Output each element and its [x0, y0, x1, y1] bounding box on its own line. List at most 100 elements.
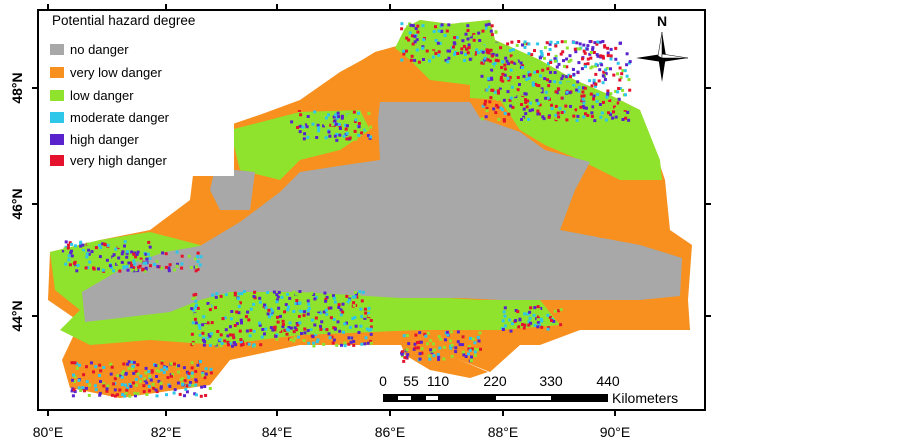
- hazard-cell: [227, 303, 231, 307]
- hazard-cell: [302, 339, 306, 342]
- hazard-cell: [198, 263, 202, 267]
- hazard-cell: [613, 105, 616, 109]
- hazard-cell: [533, 323, 537, 327]
- hazard-cell: [348, 325, 352, 329]
- hazard-cell: [436, 41, 440, 45]
- hazard-cell: [439, 337, 443, 341]
- hazard-cell: [323, 291, 327, 295]
- hazard-cell: [337, 303, 341, 307]
- hazard-cell: [541, 68, 545, 72]
- hazard-cell: [194, 321, 198, 325]
- hazard-cell: [344, 127, 348, 131]
- hazard-cell: [354, 324, 358, 328]
- hazard-cell: [524, 100, 528, 104]
- hazard-cell: [477, 31, 481, 35]
- hazard-cell: [191, 321, 195, 325]
- hazard-cell: [176, 370, 180, 374]
- hazard-cell: [228, 333, 232, 337]
- hazard-cell: [335, 133, 339, 136]
- hazard-cell: [540, 51, 544, 55]
- hazard-cell: [461, 350, 465, 354]
- hazard-cell: [406, 353, 410, 357]
- hazard-cell: [72, 388, 76, 392]
- hazard-cell: [571, 106, 575, 110]
- hazard-cell: [592, 81, 596, 85]
- hazard-cell: [487, 42, 491, 46]
- hazard-cell: [537, 315, 540, 319]
- hazard-cell: [432, 354, 436, 358]
- hazard-cell: [409, 58, 413, 62]
- hazard-cell: [446, 49, 450, 53]
- hazard-cell: [301, 321, 305, 325]
- hazard-cell: [529, 321, 533, 325]
- hazard-cell: [553, 57, 557, 61]
- hazard-cell: [461, 335, 465, 339]
- hazard-cell: [539, 307, 543, 310]
- hazard-cell: [571, 67, 575, 71]
- hazard-cell: [562, 59, 565, 63]
- hazard-cell: [609, 54, 613, 58]
- hazard-cell: [292, 339, 296, 343]
- hazard-cell: [428, 357, 432, 361]
- hazard-cell: [206, 321, 210, 325]
- hazard-cell: [210, 321, 214, 325]
- hazard-cell: [160, 368, 164, 372]
- hazard-cell: [211, 293, 215, 297]
- hazard-cell: [300, 332, 303, 335]
- hazard-cell: [351, 295, 355, 299]
- hazard-cell: [505, 59, 509, 63]
- hazard-cell: [352, 343, 356, 347]
- hazard-cell: [143, 269, 147, 273]
- hazard-cell: [579, 105, 583, 109]
- hazard-cell: [206, 308, 210, 312]
- hazard-cell: [540, 79, 544, 83]
- hazard-cell: [584, 112, 587, 116]
- scale-bar-segment: [496, 396, 551, 400]
- hazard-cell: [449, 339, 452, 343]
- hazard-cell: [363, 316, 367, 320]
- hazard-cell: [319, 327, 323, 331]
- hazard-cell: [245, 329, 249, 333]
- hazard-cell: [315, 340, 319, 344]
- hazard-cell: [176, 381, 180, 385]
- hazard-cell: [487, 27, 491, 31]
- hazard-cell: [125, 388, 129, 392]
- hazard-cell: [533, 306, 537, 310]
- hazard-cell: [315, 136, 319, 139]
- hazard-cell: [550, 107, 554, 111]
- hazard-cell: [460, 47, 464, 51]
- hazard-cell: [522, 107, 526, 111]
- hazard-cell: [263, 303, 266, 307]
- legend-label: low danger: [70, 88, 134, 103]
- hazard-cell: [618, 41, 622, 45]
- hazard-cell: [470, 347, 474, 351]
- hazard-cell: [437, 53, 441, 57]
- scale-bar-segment: [398, 396, 411, 400]
- hazard-cell: [616, 72, 620, 76]
- hazard-cell: [536, 318, 540, 322]
- hazard-cell: [132, 266, 136, 270]
- hazard-cell: [606, 93, 610, 97]
- hazard-cell: [148, 256, 152, 260]
- hazard-cell: [331, 123, 335, 127]
- hazard-cell: [588, 79, 592, 83]
- hazard-cell: [469, 336, 472, 340]
- hazard-cell: [473, 34, 476, 38]
- hazard-cell: [149, 264, 152, 268]
- hazard-cell: [258, 321, 261, 325]
- hazard-cell: [110, 265, 113, 269]
- hazard-cell: [347, 298, 351, 302]
- hazard-cell: [204, 394, 208, 397]
- hazard-cell: [547, 115, 551, 119]
- hazard-cell: [416, 346, 420, 350]
- hazard-cell: [159, 381, 163, 385]
- hazard-cell: [64, 240, 68, 244]
- hazard-cell: [98, 265, 102, 269]
- hazard-cell: [97, 267, 100, 271]
- hazard-cell: [322, 130, 326, 134]
- hazard-cell: [548, 315, 552, 319]
- hazard-cell: [92, 370, 95, 374]
- hazard-cell: [513, 68, 517, 72]
- hazard-cell: [400, 22, 404, 26]
- legend-label: very high danger: [70, 153, 168, 168]
